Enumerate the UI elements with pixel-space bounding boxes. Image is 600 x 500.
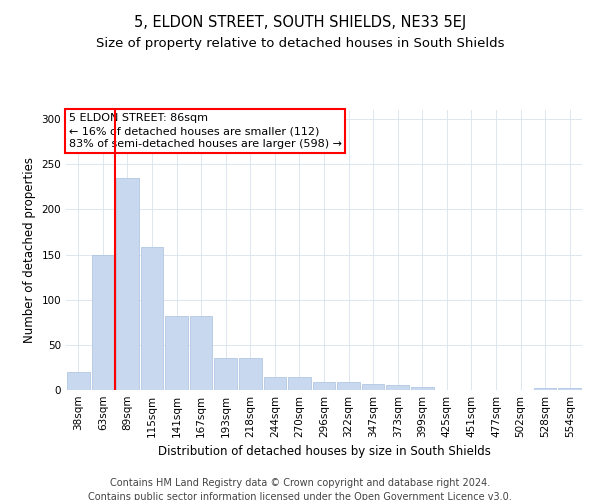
Bar	[116, 178, 139, 390]
Bar	[239, 358, 262, 390]
Bar	[263, 378, 286, 390]
Bar	[92, 254, 114, 390]
Text: Size of property relative to detached houses in South Shields: Size of property relative to detached ho…	[96, 38, 504, 51]
Bar	[337, 382, 360, 390]
Bar	[190, 316, 212, 390]
Bar	[313, 382, 335, 390]
Text: Contains public sector information licensed under the Open Government Licence v3: Contains public sector information licen…	[88, 492, 512, 500]
Bar	[534, 388, 556, 390]
Bar	[386, 386, 409, 390]
Bar	[411, 388, 434, 390]
Bar	[288, 378, 311, 390]
Text: 5, ELDON STREET, SOUTH SHIELDS, NE33 5EJ: 5, ELDON STREET, SOUTH SHIELDS, NE33 5EJ	[134, 15, 466, 30]
Text: 5 ELDON STREET: 86sqm
← 16% of detached houses are smaller (112)
83% of semi-det: 5 ELDON STREET: 86sqm ← 16% of detached …	[68, 113, 341, 149]
X-axis label: Distribution of detached houses by size in South Shields: Distribution of detached houses by size …	[158, 446, 490, 458]
Text: Contains HM Land Registry data © Crown copyright and database right 2024.: Contains HM Land Registry data © Crown c…	[110, 478, 490, 488]
Y-axis label: Number of detached properties: Number of detached properties	[23, 157, 36, 343]
Bar	[67, 372, 89, 390]
Bar	[140, 248, 163, 390]
Bar	[362, 384, 385, 390]
Bar	[165, 316, 188, 390]
Bar	[214, 358, 237, 390]
Bar	[559, 388, 581, 390]
